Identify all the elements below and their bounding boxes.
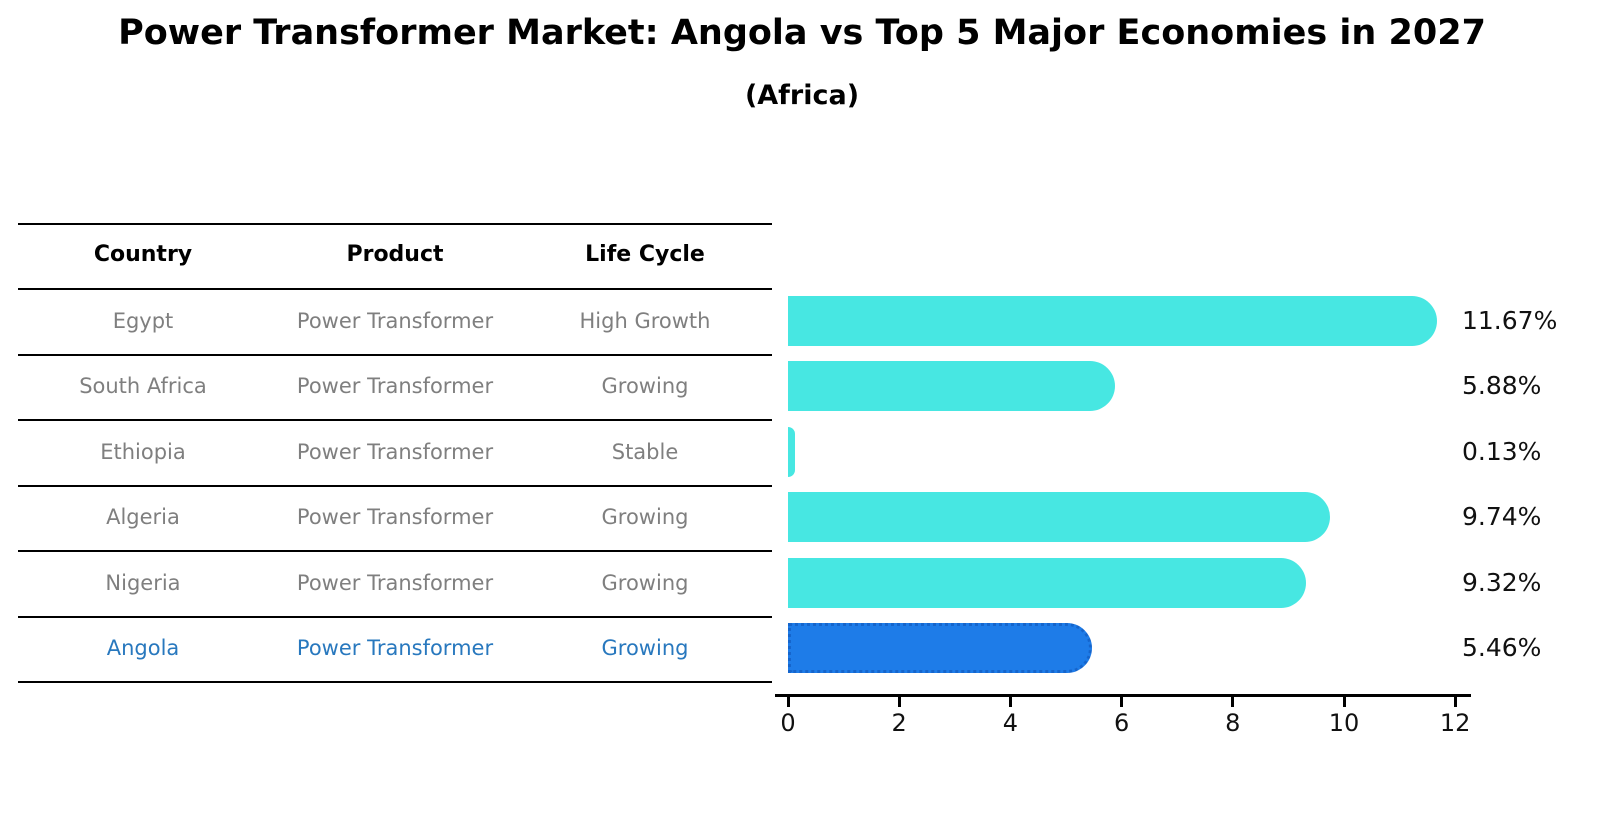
value-label: 9.32% — [1462, 567, 1542, 597]
x-axis-tick-label: 6 — [1113, 709, 1130, 737]
cell-country: Algeria — [106, 505, 180, 530]
cell-product: Power Transformer — [296, 439, 494, 464]
bar-angola-highlighted — [788, 623, 1092, 674]
x-axis-tick-label: 12 — [1439, 709, 1471, 737]
x-axis-tick — [1231, 697, 1235, 707]
cell-life-cycle: Stable — [611, 439, 679, 464]
value-label: 5.88% — [1462, 371, 1542, 401]
column-header-country: Country — [93, 242, 193, 268]
bar-south-africa — [788, 361, 1115, 412]
cell-life-cycle: Growing — [601, 505, 689, 530]
page-subtitle: (Africa) — [744, 80, 860, 111]
value-label: 11.67% — [1462, 305, 1558, 335]
cell-country: Nigeria — [105, 570, 181, 595]
table-rule — [18, 353, 772, 356]
page-title: Power Transformer Market: Angola vs Top … — [118, 13, 1486, 53]
table-rule — [18, 615, 772, 618]
table-rule — [18, 681, 772, 683]
bar-nigeria — [788, 557, 1307, 608]
x-axis-tick-label: 8 — [1225, 709, 1241, 737]
cell-country: Ethiopia — [100, 439, 186, 464]
table-rule — [18, 550, 772, 552]
cell-life-cycle: Growing — [601, 374, 689, 399]
cell-life-cycle: High Growth — [579, 308, 711, 333]
table-rule — [18, 288, 772, 290]
table-rule — [18, 484, 772, 487]
bar-egypt — [788, 295, 1437, 346]
x-axis-tick — [897, 697, 901, 707]
x-axis-tick — [1120, 697, 1124, 707]
table-rule — [18, 419, 772, 421]
x-axis-tick-label: 10 — [1328, 709, 1360, 737]
cell-country: South Africa — [79, 374, 207, 399]
column-header-life-cycle: Life Cycle — [585, 242, 705, 268]
x-axis-tick-label: 0 — [780, 709, 796, 737]
x-axis-tick-label: 2 — [891, 709, 907, 737]
x-axis-tick — [1342, 697, 1346, 707]
value-label: 0.13% — [1462, 436, 1542, 466]
value-label: 5.46% — [1462, 633, 1542, 663]
table-rule — [18, 222, 772, 225]
cell-product: Power Transformer — [296, 570, 494, 595]
cell-country: Egypt — [112, 308, 174, 333]
x-axis-tick — [1008, 697, 1012, 707]
value-label: 9.74% — [1462, 502, 1542, 532]
column-header-product: Product — [346, 242, 444, 268]
cell-product: Power Transformer — [296, 636, 494, 661]
x-axis-tick — [1453, 697, 1457, 707]
cell-country: Angola — [106, 636, 180, 661]
cell-product: Power Transformer — [296, 374, 494, 399]
cell-life-cycle: Growing — [601, 570, 689, 595]
bar-algeria — [788, 492, 1330, 543]
cell-product: Power Transformer — [296, 308, 494, 333]
x-axis-tick — [786, 697, 790, 707]
x-axis-line — [775, 694, 1471, 697]
x-axis-tick-label: 4 — [1002, 709, 1019, 737]
cell-product: Power Transformer — [296, 505, 494, 530]
cell-life-cycle: Growing — [601, 636, 689, 661]
bar-ethiopia — [788, 426, 796, 477]
